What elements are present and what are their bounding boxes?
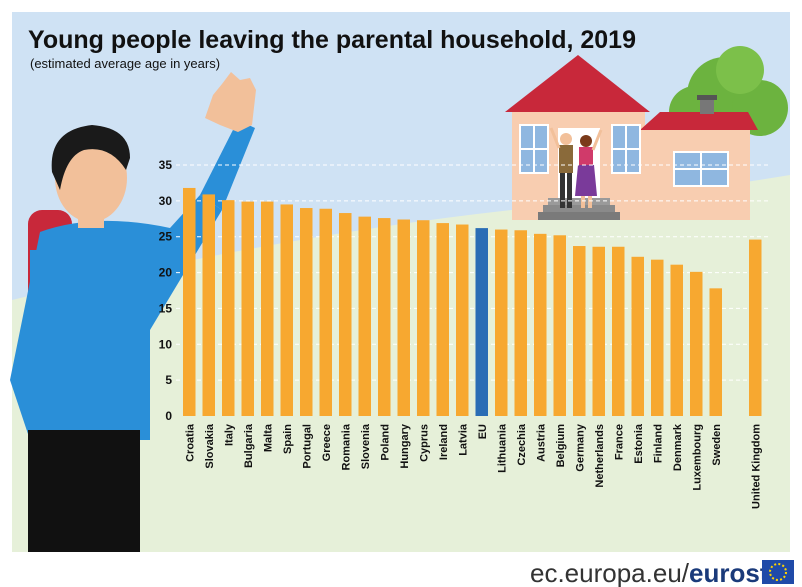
bars — [183, 187, 762, 416]
bar-poland — [378, 218, 391, 416]
y-tick-label: 30 — [159, 194, 173, 208]
bar-germany — [573, 246, 586, 416]
bar-romania — [339, 213, 352, 416]
chart-title: Young people leaving the parental househ… — [28, 26, 636, 54]
y-tick-label: 35 — [159, 158, 173, 172]
x-tick-label: Slovenia — [360, 423, 372, 469]
y-tick-label: 5 — [165, 373, 172, 387]
bar-slovakia — [202, 194, 215, 416]
bar-netherlands — [592, 246, 605, 416]
bar-spain — [280, 204, 293, 416]
x-tick-label: Sweden — [711, 424, 723, 466]
bar-ireland — [436, 223, 449, 416]
x-tick-label: Luxembourg — [691, 424, 703, 491]
x-tick-label: Czechia — [516, 423, 528, 465]
bar-slovenia — [358, 216, 371, 416]
x-tick-label: Belgium — [555, 424, 567, 468]
y-axis-ticks: 0 5 10 15 20 25 30 35 — [159, 158, 173, 423]
x-tick-label: Bulgaria — [243, 423, 255, 468]
bar-eu — [475, 228, 488, 416]
x-tick-label: Lithuania — [496, 423, 508, 473]
x-tick-label: Italy — [223, 423, 235, 446]
x-tick-label: Slovakia — [204, 423, 216, 469]
x-tick-label: Denmark — [672, 423, 684, 471]
bar-malta — [261, 201, 274, 416]
bar-cyprus — [417, 220, 430, 416]
y-tick-label: 10 — [159, 337, 173, 351]
bar-bulgaria — [241, 201, 254, 416]
x-tick-label: Croatia — [184, 423, 196, 462]
x-tick-label: Malta — [262, 423, 274, 452]
chart-subtitle: (estimated average age in years) — [30, 56, 220, 71]
x-tick-label: Finland — [652, 424, 664, 463]
x-tick-label: Romania — [340, 423, 352, 470]
x-tick-label: Spain — [282, 424, 294, 454]
footer-band — [0, 552, 802, 587]
footer-domain: ec.europa.eu/ — [530, 558, 690, 587]
x-tick-label: Austria — [535, 423, 547, 462]
x-tick-label: Portugal — [301, 424, 313, 469]
house-illustration — [505, 55, 758, 220]
bar-czechia — [514, 230, 527, 416]
y-tick-label: 15 — [159, 301, 173, 315]
bar-france — [612, 246, 625, 416]
y-tick-label: 0 — [165, 409, 172, 423]
bar-estonia — [631, 256, 644, 416]
bar-sweden — [709, 288, 722, 416]
y-tick-label: 25 — [159, 230, 173, 244]
x-tick-label: Greece — [321, 424, 333, 461]
bar-hungary — [397, 219, 410, 416]
bar-croatia — [183, 187, 196, 416]
x-tick-label: France — [613, 424, 625, 460]
y-tick-label: 20 — [159, 266, 173, 280]
x-tick-label: Hungary — [399, 423, 411, 469]
bar-austria — [534, 233, 547, 416]
bar-portugal — [300, 208, 313, 416]
eu-flag-icon — [762, 560, 794, 584]
bar-lithuania — [495, 229, 508, 416]
x-tick-label: EU — [477, 424, 489, 439]
bar-luxembourg — [690, 271, 703, 416]
bar-belgium — [553, 235, 566, 416]
x-tick-label: Latvia — [457, 423, 469, 456]
bar-denmark — [670, 264, 683, 416]
x-tick-label: Netherlands — [594, 424, 606, 488]
x-tick-label: Estonia — [633, 423, 645, 464]
x-tick-label: Poland — [379, 424, 391, 461]
x-tick-label: Cyprus — [418, 424, 430, 462]
x-tick-label: Germany — [574, 423, 586, 472]
x-tick-label: Ireland — [438, 424, 450, 460]
source-footer: ec.europa.eu/eurostat — [530, 558, 792, 587]
bar-italy — [222, 200, 235, 416]
bar-greece — [319, 208, 332, 416]
gridlines — [176, 164, 768, 381]
x-axis-ticks: Croatia Slovakia Italy Bulgaria Malta Spain Po… — [184, 423, 762, 509]
bar-latvia — [456, 224, 469, 416]
x-tick-label: United Kingdom — [750, 424, 762, 509]
bar-united-kingdom — [749, 239, 762, 416]
bar-finland — [651, 259, 664, 416]
